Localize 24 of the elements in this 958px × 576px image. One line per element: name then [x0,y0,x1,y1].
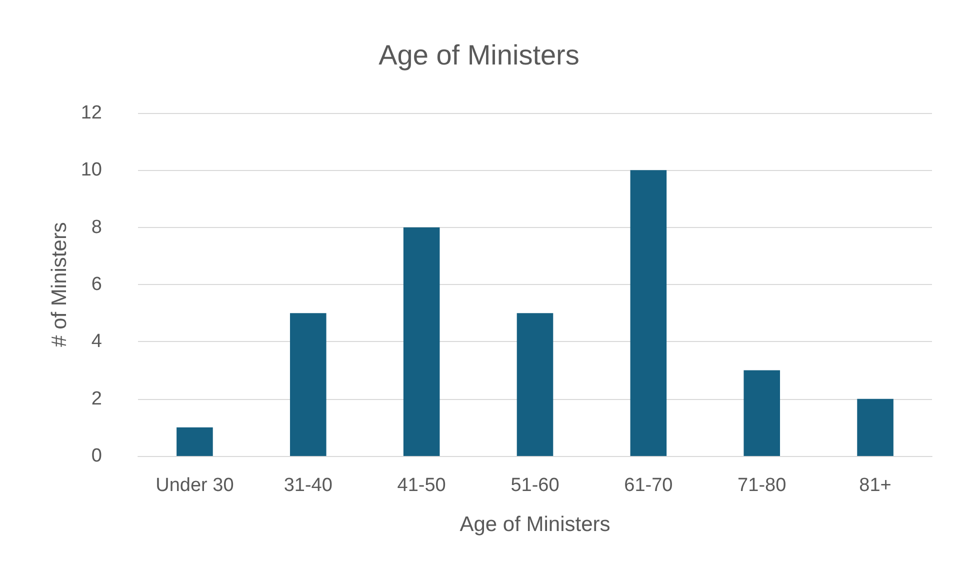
bar [290,313,326,456]
bar [630,170,667,456]
x-tick-label: 51-60 [510,475,560,496]
x-axis-title: Age of Ministers [460,513,610,536]
y-tick-label: 6 [91,274,102,295]
x-tick-label: 71-80 [738,475,786,496]
y-tick-label: 2 [91,388,102,410]
bar [403,227,440,456]
x-tick-label: 31-40 [284,475,332,496]
x-tick-label: Under 30 [156,475,234,496]
bar [516,313,554,456]
x-tick-label: 81+ [859,475,892,496]
y-tick-label: 12 [80,102,102,124]
y-tick-label: 10 [80,160,102,181]
bar [744,370,780,456]
y-axis-title: # of Ministers [48,222,71,347]
y-tick-label: 8 [91,216,102,238]
chart-title: Age of Ministers [378,40,580,70]
bar [176,427,213,456]
x-tick-label: 61-70 [624,475,673,496]
y-tick-label: 0 [91,446,102,466]
bar [857,398,894,456]
x-tick-label: 41-50 [397,475,446,496]
y-tick-label: 4 [91,331,102,352]
